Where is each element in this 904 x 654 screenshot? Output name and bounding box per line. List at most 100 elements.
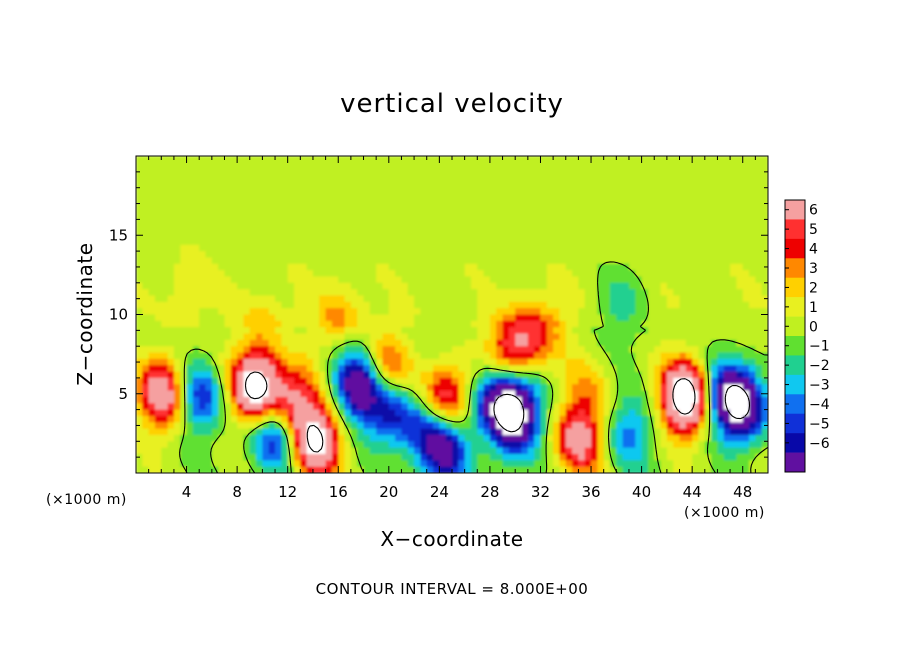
heatmap-cell: [458, 270, 466, 278]
heatmap-cell: [338, 365, 346, 373]
heatmap-cell: [477, 384, 485, 392]
heatmap-cell: [211, 352, 219, 360]
heatmap-cell: [692, 327, 700, 335]
heatmap-cell: [584, 314, 592, 322]
heatmap-cell: [420, 365, 428, 373]
heatmap-cell: [224, 441, 232, 449]
heatmap-cell: [464, 289, 472, 297]
heatmap-cell: [414, 447, 421, 455]
heatmap-cell: [666, 181, 674, 189]
heatmap-cell: [597, 415, 605, 423]
heatmap-cell: [142, 270, 150, 278]
heatmap-cell: [199, 270, 207, 278]
heatmap-cell: [755, 156, 763, 163]
heatmap-cell: [628, 156, 636, 163]
heatmap-cell: [357, 238, 365, 246]
heatmap-cell: [635, 194, 643, 201]
heatmap-cell: [711, 257, 719, 265]
heatmap-cell: [142, 244, 150, 252]
heatmap-cell: [628, 168, 636, 176]
heatmap-cell: [395, 403, 403, 411]
heatmap-cell: [275, 447, 282, 455]
heatmap-cell: [268, 428, 276, 436]
heatmap-cell: [565, 339, 573, 347]
heatmap-cell: [338, 301, 346, 309]
heatmap-cell: [452, 270, 459, 278]
heatmap-cell: [515, 219, 523, 227]
heatmap-cell: [603, 238, 611, 246]
heatmap-cell: [388, 276, 396, 284]
heatmap-cell: [407, 365, 415, 373]
heatmap-cell: [224, 371, 232, 379]
heatmap-cell: [312, 270, 320, 278]
heatmap-cell: [426, 301, 434, 309]
heatmap-cell: [224, 396, 232, 404]
heatmap-cell: [546, 295, 554, 303]
heatmap-cell: [300, 434, 308, 442]
heatmap-cell: [572, 225, 579, 233]
heatmap-cell: [414, 403, 421, 411]
heatmap-cell: [268, 460, 276, 468]
heatmap-cell: [489, 308, 497, 316]
heatmap-cell: [218, 333, 226, 341]
heatmap-cell: [331, 162, 339, 170]
heatmap-cell: [420, 181, 428, 189]
heatmap-cell: [616, 225, 624, 233]
heatmap-cell: [736, 352, 744, 360]
heatmap-cell: [622, 415, 630, 423]
heatmap-cell: [578, 339, 586, 347]
heatmap-cell: [742, 301, 750, 309]
heatmap-cell: [546, 194, 554, 201]
heatmap-cell: [591, 156, 598, 163]
heatmap-cell: [470, 358, 478, 366]
heatmap-cell: [654, 219, 662, 227]
heatmap-cell: [635, 168, 643, 176]
heatmap-cell: [572, 358, 579, 366]
heatmap-cell: [382, 434, 390, 442]
heatmap-cell: [287, 365, 295, 373]
heatmap-cell: [597, 295, 605, 303]
heatmap-cell: [742, 422, 750, 430]
heatmap-cell: [395, 295, 403, 303]
heatmap-cell: [136, 415, 143, 423]
heatmap-cell: [388, 270, 396, 278]
heatmap-cell: [673, 251, 681, 259]
heatmap-cell: [237, 333, 245, 341]
heatmap-cell: [331, 156, 339, 163]
heatmap-cell: [401, 200, 409, 208]
heatmap-cell: [136, 346, 143, 354]
heatmap-cell: [357, 371, 365, 379]
heatmap-cell: [572, 213, 579, 220]
heatmap-cell: [736, 346, 744, 354]
heatmap-cell: [464, 403, 472, 411]
heatmap-cell: [610, 289, 617, 297]
heatmap-cell: [154, 422, 162, 430]
heatmap-cell: [540, 390, 548, 398]
heatmap-cell: [192, 162, 200, 170]
heatmap-cell: [730, 263, 737, 271]
heatmap-cell: [338, 346, 346, 354]
heatmap-cell: [647, 441, 655, 449]
heatmap-cell: [369, 339, 377, 347]
heatmap-cell: [350, 282, 358, 290]
heatmap-cell: [395, 327, 403, 335]
heatmap-cell: [742, 206, 750, 214]
heatmap-cell: [136, 194, 143, 201]
heatmap-cell: [161, 276, 169, 284]
heatmap-cell: [325, 460, 333, 468]
heatmap-cell: [508, 175, 516, 182]
heatmap-cell: [730, 396, 737, 404]
heatmap-cell: [218, 187, 226, 195]
heatmap-cell: [711, 466, 719, 473]
heatmap-cell: [730, 409, 737, 417]
heatmap-cell: [584, 238, 592, 246]
heatmap-cell: [717, 422, 725, 430]
heatmap-cell: [312, 377, 320, 385]
heatmap-cell: [502, 396, 510, 404]
heatmap-cell: [736, 384, 744, 392]
heatmap-cell: [534, 466, 542, 473]
heatmap-cell: [407, 453, 415, 461]
heatmap-cell: [565, 434, 573, 442]
heatmap-cell: [502, 244, 510, 252]
heatmap-cell: [483, 308, 491, 316]
